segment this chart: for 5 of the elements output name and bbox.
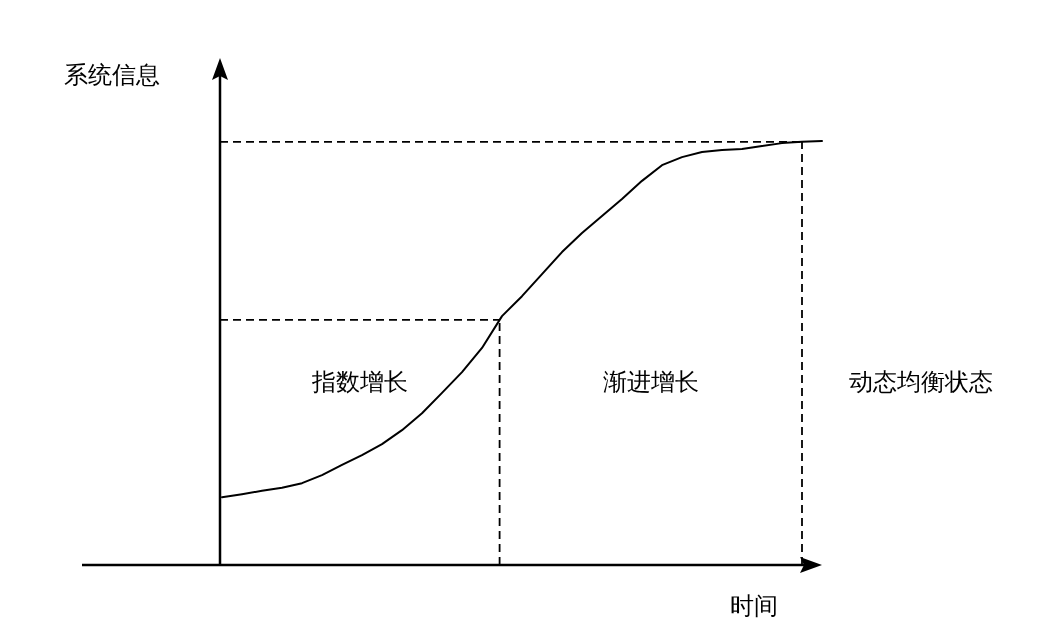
annotation: 指数增长 [311, 368, 408, 396]
xlabel: 时间 [730, 592, 778, 620]
annotation: 动态均衡状态 [849, 368, 993, 396]
ylabel: 系统信息 [64, 61, 160, 89]
annotation: 渐进增长 [602, 368, 699, 396]
